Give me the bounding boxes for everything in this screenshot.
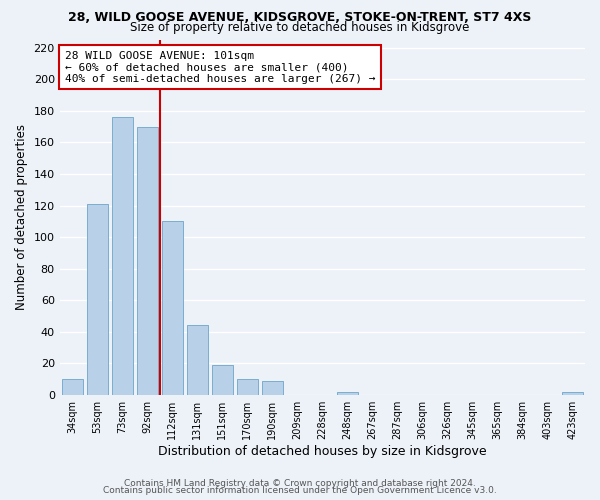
Bar [337, 392, 358, 394]
Y-axis label: Number of detached properties: Number of detached properties [15, 124, 28, 310]
Bar [86, 204, 108, 394]
Bar [137, 126, 158, 394]
Text: Size of property relative to detached houses in Kidsgrove: Size of property relative to detached ho… [130, 21, 470, 34]
Bar [161, 222, 183, 394]
Text: Contains HM Land Registry data © Crown copyright and database right 2024.: Contains HM Land Registry data © Crown c… [124, 478, 476, 488]
Bar [262, 380, 283, 394]
Text: 28 WILD GOOSE AVENUE: 101sqm
← 60% of detached houses are smaller (400)
40% of s: 28 WILD GOOSE AVENUE: 101sqm ← 60% of de… [65, 50, 376, 84]
Text: 28, WILD GOOSE AVENUE, KIDSGROVE, STOKE-ON-TRENT, ST7 4XS: 28, WILD GOOSE AVENUE, KIDSGROVE, STOKE-… [68, 11, 532, 24]
Bar [212, 365, 233, 394]
Bar [62, 379, 83, 394]
Bar [236, 379, 258, 394]
Bar [112, 117, 133, 394]
Text: Contains public sector information licensed under the Open Government Licence v3: Contains public sector information licen… [103, 486, 497, 495]
X-axis label: Distribution of detached houses by size in Kidsgrove: Distribution of detached houses by size … [158, 444, 487, 458]
Bar [187, 326, 208, 394]
Bar [562, 392, 583, 394]
